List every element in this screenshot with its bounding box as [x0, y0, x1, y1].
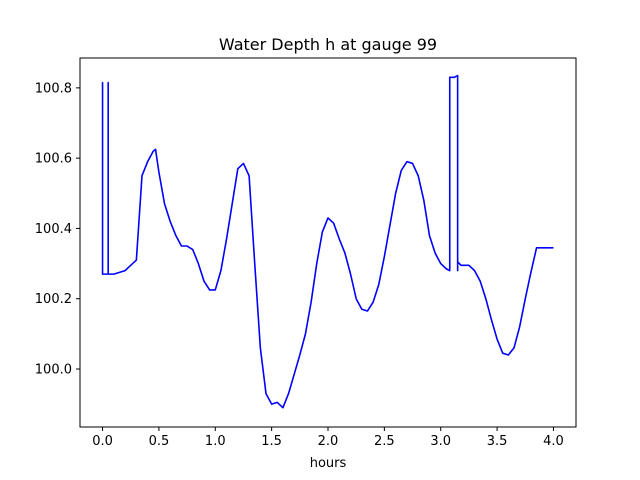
y-tick-label: 100.0 [35, 363, 72, 378]
y-tick-label: 100.8 [35, 81, 72, 96]
chart-title: Water Depth h at gauge 99 [219, 35, 437, 54]
x-tick-label: 0.0 [92, 434, 113, 449]
y-axis: 100.0 100.2 100.4 100.6 100.8 [35, 81, 80, 378]
plot-area [80, 58, 576, 427]
x-tick-label: 2.5 [374, 434, 395, 449]
x-tick-label: 2.0 [318, 434, 339, 449]
y-tick-label: 100.6 [35, 152, 72, 167]
x-tick-label: 0.5 [149, 434, 170, 449]
series-layer [101, 74, 554, 409]
x-tick-label: 1.0 [205, 434, 226, 449]
plot-background [80, 58, 576, 427]
x-tick-label: 3.5 [487, 434, 508, 449]
x-axis-label: hours [310, 456, 347, 471]
y-tick-label: 100.4 [35, 222, 72, 237]
x-axis: 0.0 0.5 1.0 1.5 2.0 2.5 3.0 3.5 4.0 [92, 427, 564, 449]
x-tick-label: 1.5 [261, 434, 282, 449]
x-tick-label: 4.0 [543, 434, 564, 449]
y-tick-label: 100.2 [35, 292, 72, 307]
series-line-water-depth [101, 74, 554, 409]
x-tick-label: 3.0 [430, 434, 451, 449]
